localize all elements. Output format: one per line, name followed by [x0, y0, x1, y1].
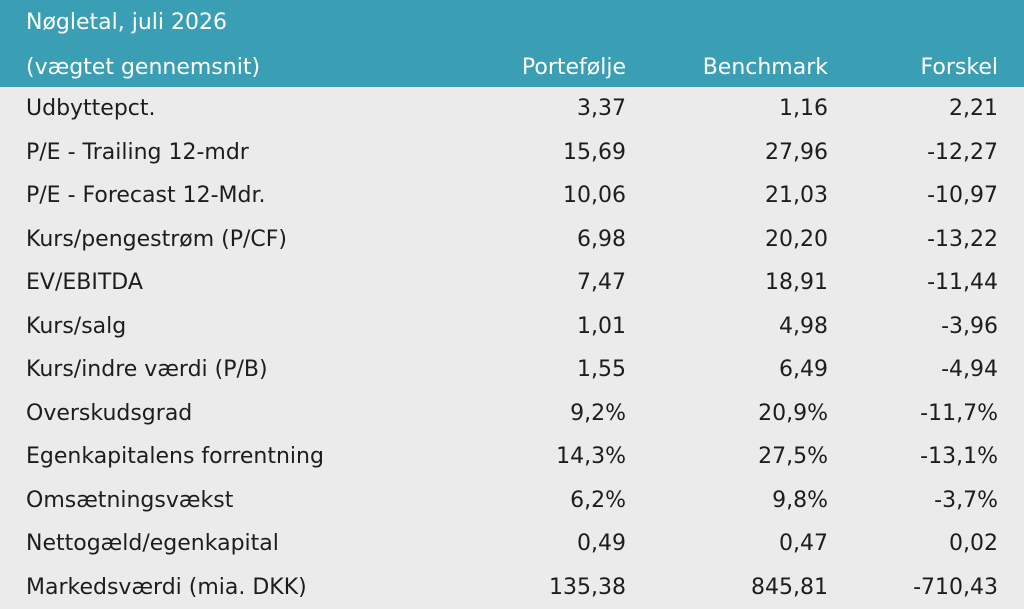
- portefolje-value: 7,47: [577, 270, 626, 295]
- row-label: Kurs/salg: [26, 313, 127, 339]
- header-row: (vægtet gennemsnit) Portefølje Benchmark…: [0, 52, 1024, 84]
- table-header: Nøgletal, juli 2026 (vægtet gennemsnit) …: [0, 0, 1024, 87]
- table-row: Kurs/indre værdi (P/B) 1,55 6,49 -4,94: [0, 348, 1024, 392]
- table-row: Kurs/salg 1,01 4,98 -3,96: [0, 305, 1024, 349]
- benchmark-value: 9,8%: [772, 487, 828, 513]
- portefolje-value: 6,2%: [570, 487, 626, 513]
- row-label: Nettogæld/egenkapital: [26, 531, 279, 556]
- benchmark-value: 27,96: [765, 139, 828, 165]
- portefolje-value: 10,06: [563, 183, 626, 208]
- portefolje-value: 135,38: [549, 574, 626, 600]
- column-header-benchmark: Benchmark: [702, 55, 828, 80]
- table-row: P/E - Trailing 12-mdr 15,69 27,96 -12,27: [0, 131, 1024, 175]
- table-row: Kurs/pengestrøm (P/CF) 6,98 20,20 -13,22: [0, 218, 1024, 262]
- portefolje-value: 14,3%: [556, 444, 626, 469]
- benchmark-value: 20,20: [765, 226, 828, 252]
- table-row: Udbyttepct. 3,37 1,16 2,21: [0, 87, 1024, 131]
- benchmark-value: 27,5%: [758, 444, 828, 469]
- benchmark-value: 18,91: [765, 270, 828, 295]
- forskel-value: -13,22: [927, 226, 998, 252]
- table-row: Egenkapitalens forrentning 14,3% 27,5% -…: [0, 435, 1024, 479]
- table-subtitle: (vægtet gennemsnit): [26, 55, 261, 80]
- benchmark-value: 4,98: [779, 313, 828, 339]
- forskel-value: -13,1%: [920, 444, 998, 469]
- forskel-value: -3,7%: [934, 487, 998, 513]
- portefolje-value: 9,2%: [570, 400, 626, 426]
- row-label: P/E - Trailing 12-mdr: [26, 139, 249, 165]
- row-label: EV/EBITDA: [26, 270, 143, 295]
- table-row: Overskudsgrad 9,2% 20,9% -11,7%: [0, 392, 1024, 436]
- table-row: EV/EBITDA 7,47 18,91 -11,44: [0, 261, 1024, 305]
- portefolje-value: 6,98: [577, 226, 626, 252]
- table-row: Omsætningsvækst 6,2% 9,8% -3,7%: [0, 479, 1024, 523]
- forskel-value: -4,94: [941, 357, 998, 382]
- row-label: P/E - Forecast 12-Mdr.: [26, 183, 266, 208]
- benchmark-value: 20,9%: [758, 400, 828, 426]
- forskel-value: -11,7%: [920, 400, 998, 426]
- column-header-portefolje: Portefølje: [521, 55, 626, 80]
- benchmark-value: 6,49: [779, 357, 828, 382]
- row-label: Kurs/indre værdi (P/B): [26, 357, 268, 382]
- portefolje-value: 0,49: [577, 531, 626, 556]
- forskel-value: 2,21: [949, 96, 998, 121]
- row-label: Omsætningsvækst: [26, 487, 234, 513]
- row-label: Egenkapitalens forrentning: [26, 444, 324, 469]
- benchmark-value: 1,16: [779, 96, 828, 121]
- table-row: P/E - Forecast 12-Mdr. 10,06 21,03 -10,9…: [0, 174, 1024, 218]
- portefolje-value: 1,55: [577, 357, 626, 382]
- table-title: Nøgletal, juli 2026: [26, 10, 227, 35]
- row-label: Markedsværdi (mia. DKK): [26, 574, 307, 600]
- row-label: Kurs/pengestrøm (P/CF): [26, 226, 288, 252]
- column-header-forskel: Forskel: [920, 55, 998, 80]
- portefolje-value: 1,01: [577, 313, 626, 339]
- forskel-value: -12,27: [927, 139, 998, 165]
- table-row: Markedsværdi (mia. DKK) 135,38 845,81 -7…: [0, 566, 1024, 609]
- table-row: Nettogæld/egenkapital 0,49 0,47 0,02: [0, 522, 1024, 566]
- benchmark-value: 845,81: [751, 574, 828, 600]
- forskel-value: -710,43: [913, 574, 998, 600]
- forskel-value: -11,44: [927, 270, 998, 295]
- portefolje-value: 15,69: [563, 139, 626, 165]
- benchmark-value: 0,47: [779, 531, 828, 556]
- benchmark-value: 21,03: [765, 183, 828, 208]
- forskel-value: -10,97: [927, 183, 998, 208]
- row-label: Udbyttepct.: [26, 96, 156, 121]
- row-label: Overskudsgrad: [26, 400, 193, 426]
- portefolje-value: 3,37: [577, 96, 626, 121]
- forskel-value: 0,02: [949, 531, 998, 556]
- forskel-value: -3,96: [941, 313, 998, 339]
- table-body: Udbyttepct. 3,37 1,16 2,21 P/E - Trailin…: [0, 87, 1024, 609]
